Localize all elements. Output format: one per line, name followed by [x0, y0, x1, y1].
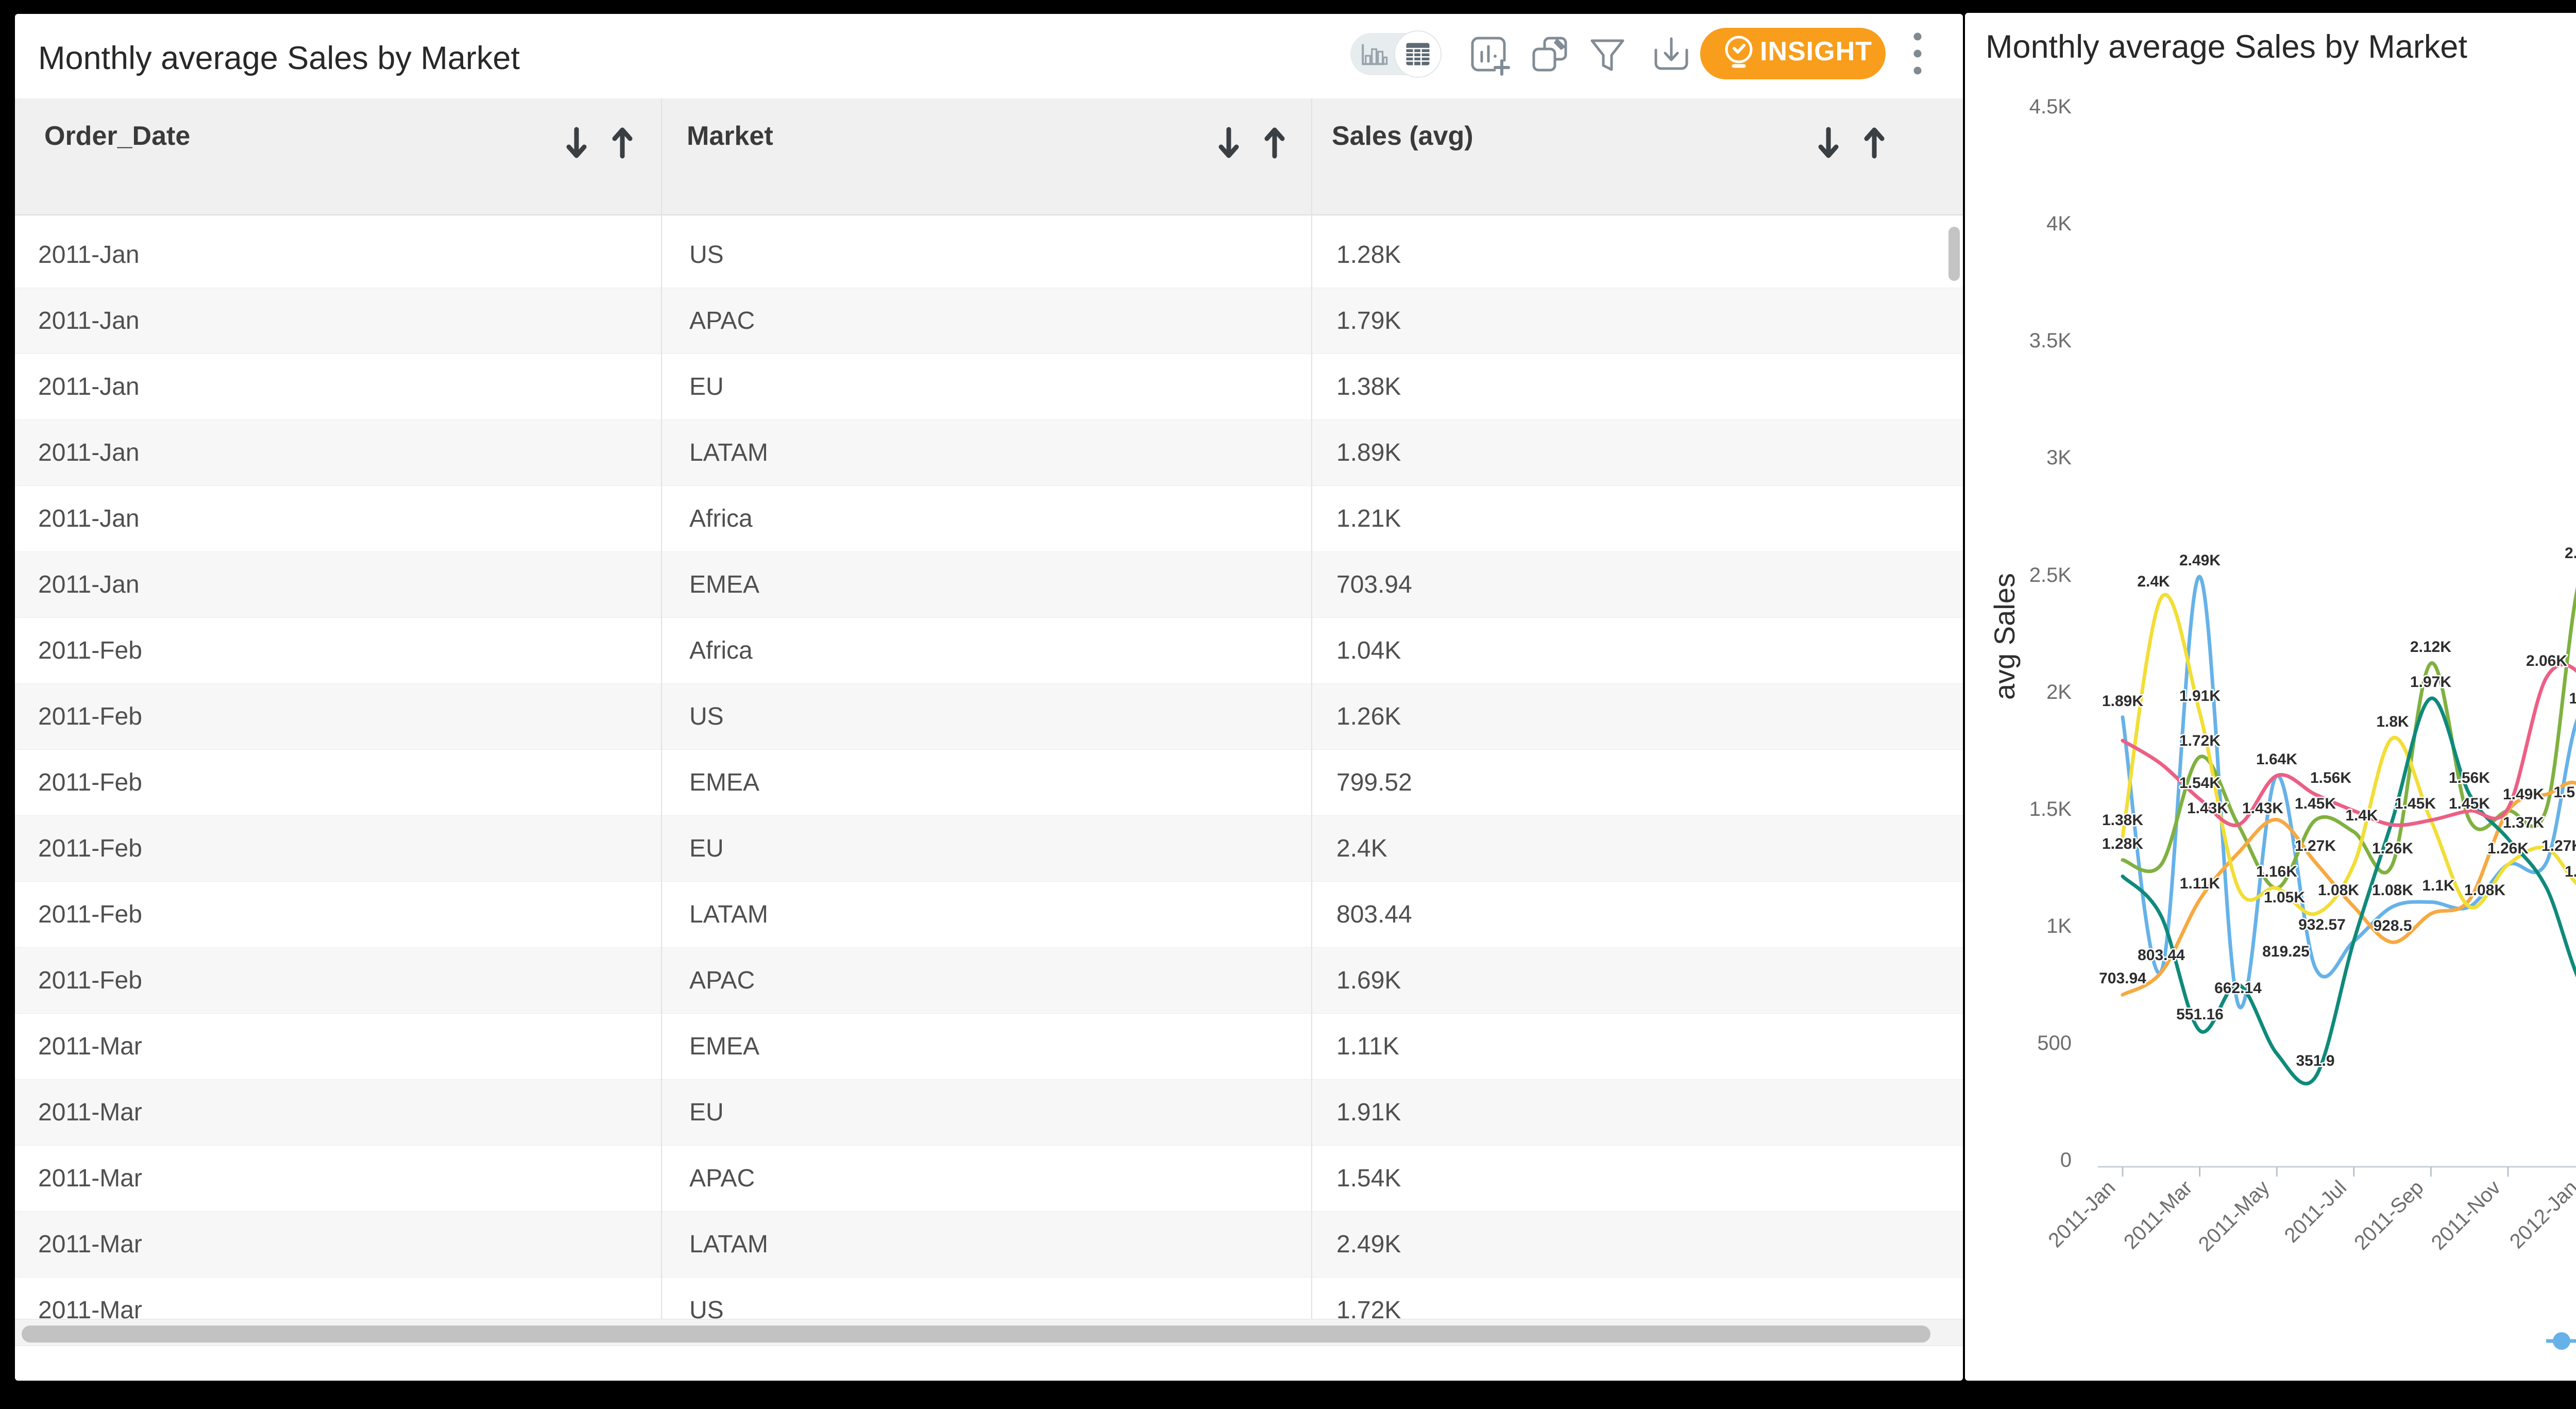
svg-text:1.16K: 1.16K: [2256, 863, 2297, 880]
svg-text:1.08K: 1.08K: [2464, 882, 2505, 899]
svg-text:703.94: 703.94: [2099, 970, 2146, 987]
svg-text:1.64K: 1.64K: [2256, 751, 2297, 768]
svg-text:1.5K: 1.5K: [2553, 784, 2576, 801]
svg-text:INSIGHT: INSIGHT: [1760, 37, 1872, 66]
svg-text:2011-Sep: 2011-Sep: [2350, 1176, 2428, 1254]
svg-text:819.25: 819.25: [2262, 943, 2310, 960]
svg-text:1.28K: 1.28K: [2102, 835, 2143, 852]
svg-text:1.38K: 1.38K: [2102, 812, 2143, 829]
svg-text:1.26K: 1.26K: [2372, 840, 2413, 857]
svg-text:928.5: 928.5: [2373, 917, 2412, 934]
svg-text:2.49K: 2.49K: [2179, 552, 2221, 569]
svg-text:1.72K: 1.72K: [2179, 732, 2221, 749]
svg-text:803.44: 803.44: [2138, 947, 2185, 964]
svg-text:1.56K: 1.56K: [2310, 769, 2351, 786]
svg-text:1.1K: 1.1K: [2422, 877, 2455, 894]
svg-text:1.11K: 1.11K: [2180, 875, 2221, 892]
svg-text:1.56K: 1.56K: [2449, 769, 2490, 786]
svg-text:1.37K: 1.37K: [2503, 814, 2544, 831]
svg-text:1.45K: 1.45K: [2295, 795, 2336, 812]
svg-text:1.43K: 1.43K: [2242, 800, 2283, 817]
svg-text:1.45K: 1.45K: [2449, 795, 2490, 812]
svg-text:2.4K: 2.4K: [2137, 573, 2170, 590]
svg-text:1.08K: 1.08K: [2372, 882, 2413, 899]
svg-text:3.5K: 3.5K: [2029, 329, 2072, 352]
svg-text:551.16: 551.16: [2176, 1006, 2224, 1023]
svg-text:1.9K: 1.9K: [2569, 690, 2576, 707]
svg-text:2.12K: 2.12K: [2410, 639, 2451, 656]
svg-text:2K: 2K: [2046, 681, 2072, 703]
svg-text:2011-Jan: 2011-Jan: [2044, 1176, 2120, 1252]
svg-text:4.5K: 4.5K: [2029, 95, 2072, 118]
svg-text:2.5K: 2.5K: [2029, 564, 2072, 586]
svg-text:2012-Jan: 2012-Jan: [2505, 1176, 2576, 1253]
svg-text:1.49K: 1.49K: [2503, 786, 2544, 803]
svg-text:2011-Jul: 2011-Jul: [2280, 1176, 2351, 1247]
svg-text:0: 0: [2060, 1149, 2072, 1171]
svg-text:2.06K: 2.06K: [2526, 652, 2567, 669]
svg-text:662.14: 662.14: [2214, 980, 2262, 997]
svg-text:2011-May: 2011-May: [2194, 1176, 2274, 1256]
svg-text:2011-Mar: 2011-Mar: [2120, 1176, 2197, 1253]
svg-text:1.91K: 1.91K: [2179, 687, 2221, 704]
svg-text:1.05K: 1.05K: [2264, 889, 2305, 906]
svg-text:1.97K: 1.97K: [2410, 674, 2451, 691]
svg-text:2.52K: 2.52K: [2565, 545, 2576, 562]
svg-text:avg Sales: avg Sales: [1988, 573, 2021, 700]
svg-text:1.8K: 1.8K: [2376, 713, 2409, 730]
svg-text:2011-Nov: 2011-Nov: [2427, 1176, 2505, 1254]
svg-text:1.43K: 1.43K: [2187, 800, 2228, 817]
svg-text:3K: 3K: [2046, 446, 2072, 469]
svg-text:1.26K: 1.26K: [2487, 840, 2529, 857]
svg-text:4K: 4K: [2046, 212, 2072, 235]
svg-text:1.5K: 1.5K: [2029, 798, 2072, 820]
svg-text:1.08K: 1.08K: [2318, 882, 2359, 899]
svg-text:1.16K: 1.16K: [2565, 863, 2576, 880]
svg-text:1.54K: 1.54K: [2179, 775, 2221, 792]
svg-text:1.27K: 1.27K: [2541, 837, 2576, 854]
svg-text:1K: 1K: [2046, 915, 2072, 937]
svg-text:1.4K: 1.4K: [2345, 807, 2378, 824]
svg-text:1.89K: 1.89K: [2102, 693, 2143, 710]
svg-text:1.45K: 1.45K: [2395, 795, 2436, 812]
svg-text:932.57: 932.57: [2298, 916, 2346, 933]
svg-text:1.27K: 1.27K: [2295, 837, 2336, 854]
svg-text:500: 500: [2037, 1032, 2072, 1054]
svg-text:351.9: 351.9: [2296, 1052, 2334, 1069]
